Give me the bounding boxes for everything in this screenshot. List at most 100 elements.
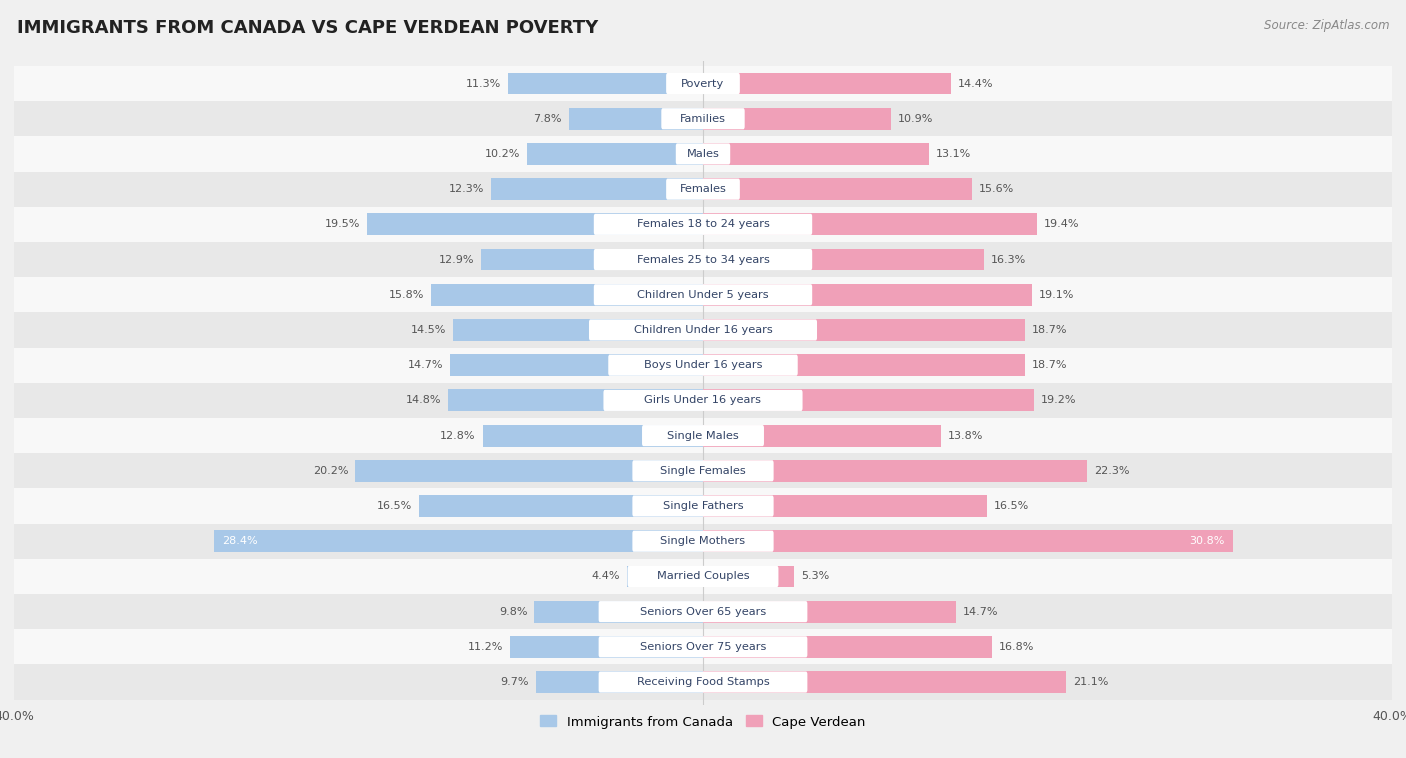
Bar bbox=[481, 249, 703, 271]
Text: Males: Males bbox=[686, 149, 720, 159]
Bar bbox=[14, 524, 1392, 559]
Bar bbox=[703, 671, 1066, 693]
Bar bbox=[14, 418, 1392, 453]
Bar bbox=[14, 277, 1392, 312]
Text: Single Males: Single Males bbox=[666, 431, 740, 440]
Text: Poverty: Poverty bbox=[682, 79, 724, 89]
Bar bbox=[703, 249, 984, 271]
Bar bbox=[14, 665, 1392, 700]
Bar bbox=[703, 424, 941, 446]
Bar bbox=[14, 629, 1392, 665]
FancyBboxPatch shape bbox=[609, 355, 797, 376]
Text: 30.8%: 30.8% bbox=[1189, 536, 1225, 547]
Text: 14.7%: 14.7% bbox=[408, 360, 443, 370]
FancyBboxPatch shape bbox=[603, 390, 803, 411]
Bar bbox=[534, 601, 703, 622]
Bar bbox=[419, 495, 703, 517]
Bar bbox=[703, 73, 950, 95]
FancyBboxPatch shape bbox=[633, 460, 773, 481]
Text: 19.4%: 19.4% bbox=[1045, 219, 1080, 230]
Bar bbox=[703, 390, 1033, 412]
Bar bbox=[703, 460, 1087, 482]
Text: 19.5%: 19.5% bbox=[325, 219, 360, 230]
Text: 20.2%: 20.2% bbox=[312, 466, 349, 476]
FancyBboxPatch shape bbox=[593, 284, 813, 305]
Text: 15.6%: 15.6% bbox=[979, 184, 1014, 194]
Text: Married Couples: Married Couples bbox=[657, 572, 749, 581]
Bar bbox=[491, 178, 703, 200]
FancyBboxPatch shape bbox=[599, 601, 807, 622]
FancyBboxPatch shape bbox=[643, 425, 763, 446]
Text: 14.5%: 14.5% bbox=[411, 325, 446, 335]
FancyBboxPatch shape bbox=[627, 566, 779, 587]
Bar bbox=[509, 73, 703, 95]
Bar bbox=[14, 171, 1392, 207]
Text: 12.8%: 12.8% bbox=[440, 431, 475, 440]
Bar bbox=[14, 348, 1392, 383]
Bar bbox=[449, 390, 703, 412]
Text: 28.4%: 28.4% bbox=[222, 536, 259, 547]
Text: Single Mothers: Single Mothers bbox=[661, 536, 745, 547]
Bar bbox=[536, 671, 703, 693]
Bar bbox=[703, 601, 956, 622]
Text: 5.3%: 5.3% bbox=[801, 572, 830, 581]
Bar bbox=[627, 565, 703, 587]
Bar bbox=[703, 319, 1025, 341]
Text: 9.7%: 9.7% bbox=[501, 677, 529, 687]
Text: 21.1%: 21.1% bbox=[1073, 677, 1109, 687]
FancyBboxPatch shape bbox=[593, 214, 813, 235]
Bar bbox=[214, 531, 703, 552]
Text: 19.2%: 19.2% bbox=[1040, 396, 1076, 406]
Text: 13.8%: 13.8% bbox=[948, 431, 983, 440]
Bar bbox=[703, 143, 928, 164]
Text: 14.4%: 14.4% bbox=[957, 79, 994, 89]
Bar bbox=[703, 531, 1233, 552]
FancyBboxPatch shape bbox=[676, 143, 730, 164]
Bar bbox=[14, 242, 1392, 277]
Text: 14.8%: 14.8% bbox=[406, 396, 441, 406]
Bar bbox=[568, 108, 703, 130]
Bar bbox=[14, 488, 1392, 524]
Text: Single Females: Single Females bbox=[661, 466, 745, 476]
Bar bbox=[14, 101, 1392, 136]
Text: 12.9%: 12.9% bbox=[439, 255, 474, 265]
Bar bbox=[450, 354, 703, 376]
Bar bbox=[703, 354, 1025, 376]
Text: 9.8%: 9.8% bbox=[499, 606, 527, 617]
Text: 11.3%: 11.3% bbox=[467, 79, 502, 89]
Text: 16.5%: 16.5% bbox=[377, 501, 412, 511]
Bar bbox=[356, 460, 703, 482]
Text: 16.8%: 16.8% bbox=[1000, 642, 1035, 652]
Text: IMMIGRANTS FROM CANADA VS CAPE VERDEAN POVERTY: IMMIGRANTS FROM CANADA VS CAPE VERDEAN P… bbox=[17, 19, 598, 37]
FancyBboxPatch shape bbox=[661, 108, 745, 130]
Bar bbox=[703, 283, 1032, 305]
Bar bbox=[367, 214, 703, 235]
Text: 4.4%: 4.4% bbox=[592, 572, 620, 581]
Bar bbox=[482, 424, 703, 446]
Bar bbox=[14, 453, 1392, 488]
Text: 16.3%: 16.3% bbox=[991, 255, 1026, 265]
Bar bbox=[453, 319, 703, 341]
Text: 10.2%: 10.2% bbox=[485, 149, 520, 159]
Text: 10.9%: 10.9% bbox=[897, 114, 934, 124]
Text: Families: Families bbox=[681, 114, 725, 124]
Text: 7.8%: 7.8% bbox=[533, 114, 562, 124]
FancyBboxPatch shape bbox=[593, 249, 813, 270]
FancyBboxPatch shape bbox=[599, 672, 807, 693]
Bar bbox=[14, 312, 1392, 348]
Text: Girls Under 16 years: Girls Under 16 years bbox=[644, 396, 762, 406]
Text: Receiving Food Stamps: Receiving Food Stamps bbox=[637, 677, 769, 687]
Bar bbox=[14, 383, 1392, 418]
FancyBboxPatch shape bbox=[633, 531, 773, 552]
Text: 18.7%: 18.7% bbox=[1032, 360, 1067, 370]
FancyBboxPatch shape bbox=[599, 636, 807, 657]
Text: 11.2%: 11.2% bbox=[468, 642, 503, 652]
Text: Females 18 to 24 years: Females 18 to 24 years bbox=[637, 219, 769, 230]
FancyBboxPatch shape bbox=[666, 179, 740, 199]
Bar bbox=[510, 636, 703, 658]
Bar bbox=[703, 565, 794, 587]
Text: Boys Under 16 years: Boys Under 16 years bbox=[644, 360, 762, 370]
Bar bbox=[14, 594, 1392, 629]
Bar bbox=[14, 66, 1392, 101]
Text: 16.5%: 16.5% bbox=[994, 501, 1029, 511]
